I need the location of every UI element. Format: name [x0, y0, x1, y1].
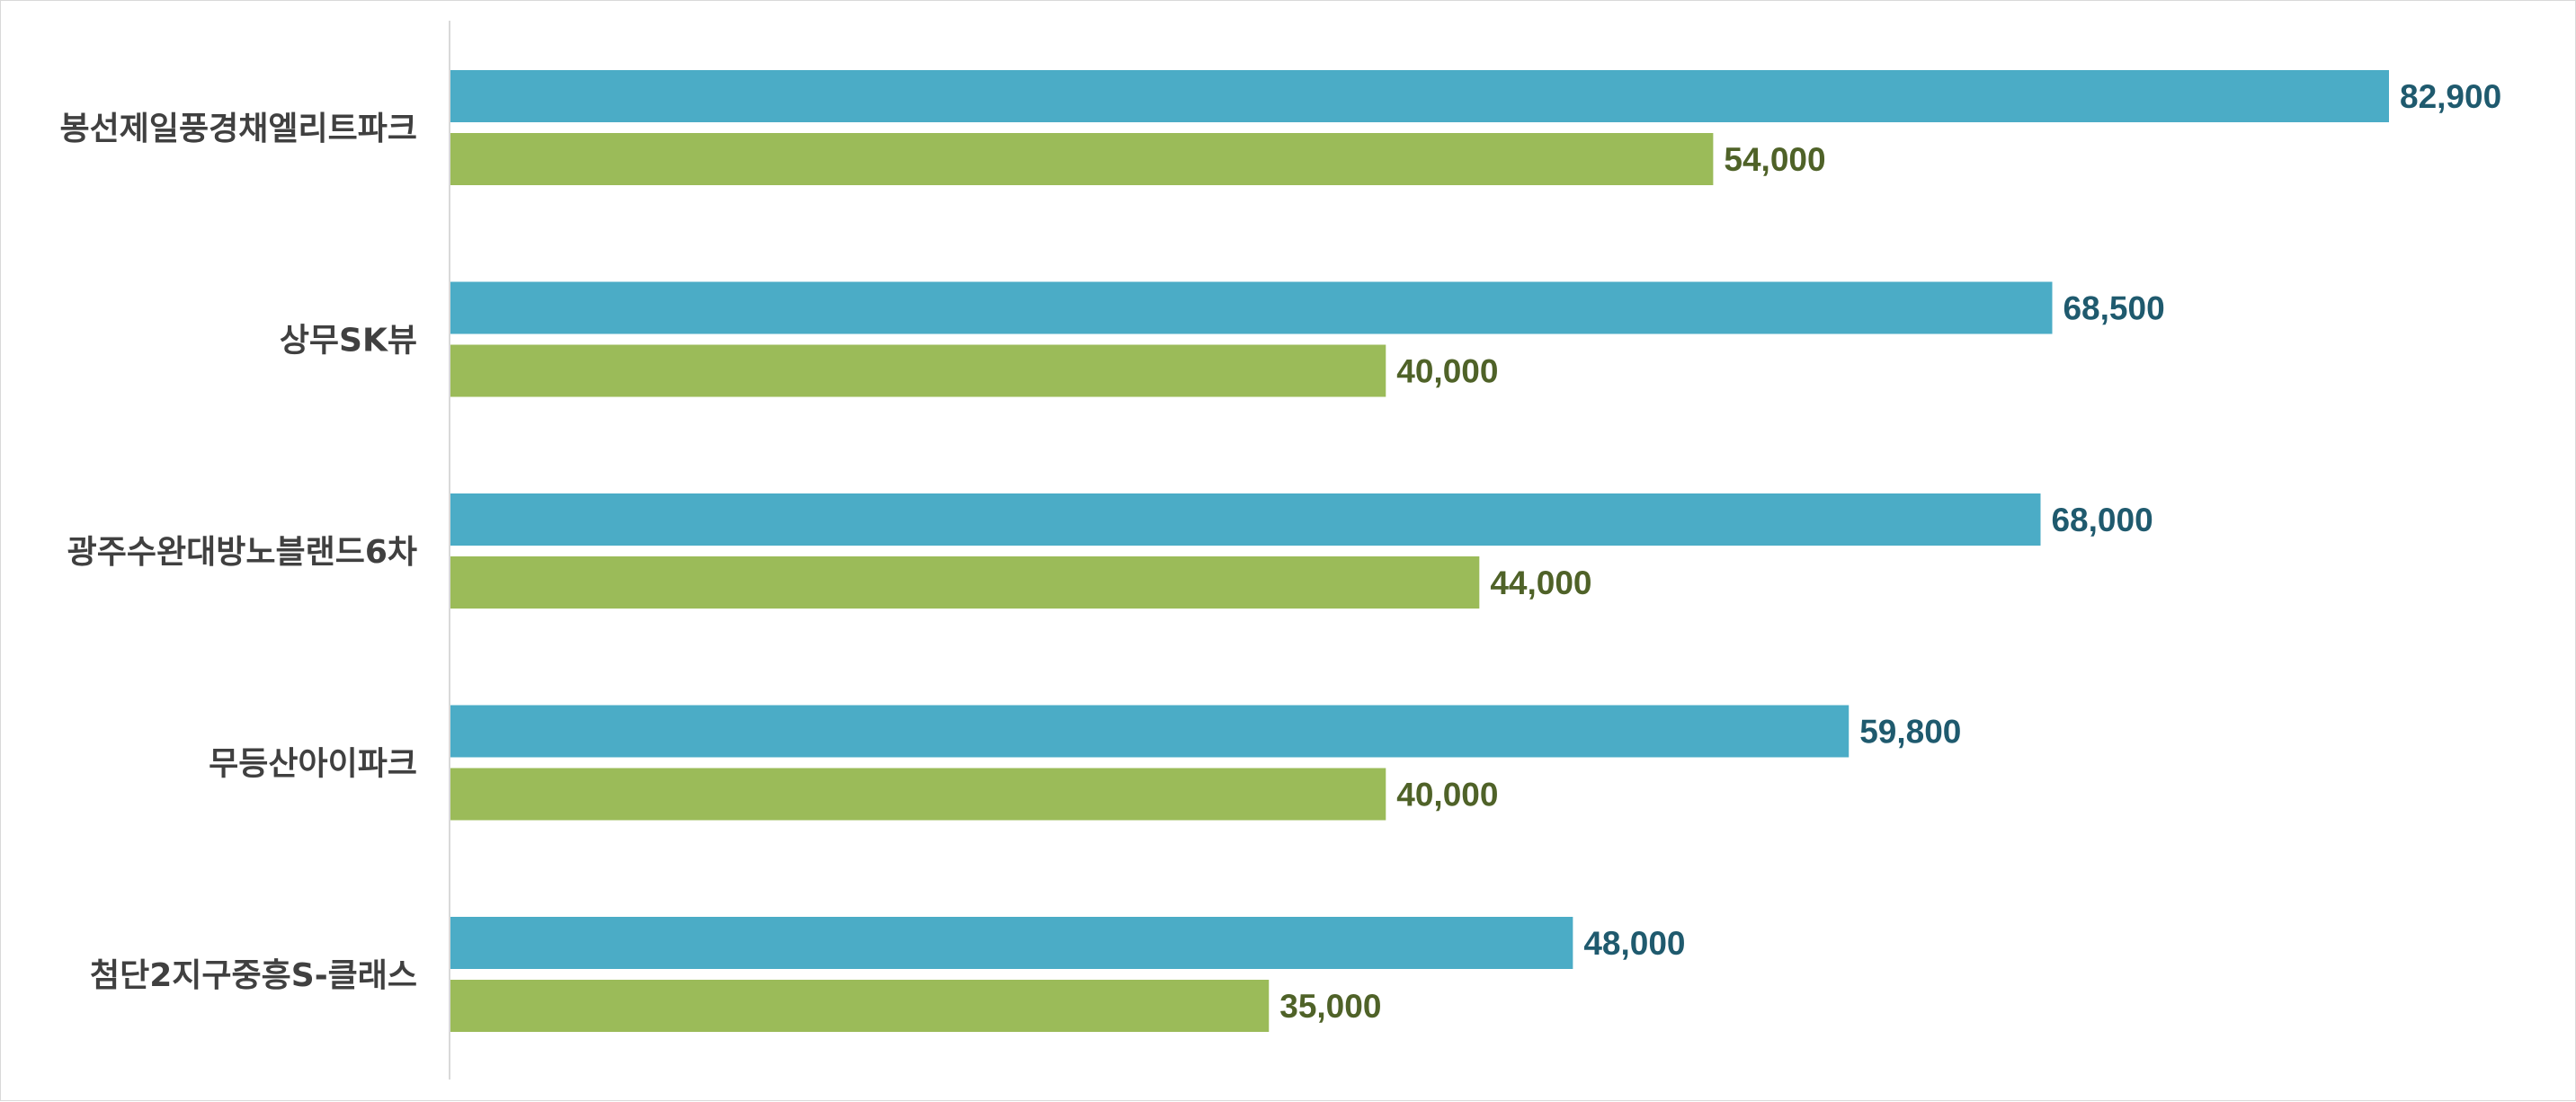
category-label: 상무SK뷰 [280, 323, 417, 360]
data-label: 82,900 [2400, 78, 2501, 115]
bar-series-1 [450, 281, 2053, 334]
bar-series-2 [450, 344, 1386, 397]
bar-series-1 [450, 917, 1573, 969]
data-label: 44,000 [1490, 564, 1591, 601]
bar-series-2 [450, 556, 1480, 609]
data-label: 68,000 [2051, 502, 2153, 538]
bar-series-2 [450, 768, 1386, 821]
bar-series-1 [450, 70, 2389, 122]
data-label: 59,800 [1859, 714, 1961, 751]
data-label: 40,000 [1396, 777, 1498, 813]
data-label: 48,000 [1583, 925, 1685, 962]
bar-series-2 [450, 980, 1270, 1032]
data-label: 35,000 [1279, 988, 1381, 1025]
bar-series-1 [450, 705, 1850, 758]
category-label: 광주수완대방노블랜드6차 [67, 534, 417, 571]
bar-series-1 [450, 493, 2041, 546]
data-label: 68,500 [2063, 290, 2164, 327]
category-label: 봉선제일풍경채엘리트파크 [60, 111, 417, 147]
bar-series-2 [450, 133, 1714, 185]
category-label: 첨단2지구중흥S-클래스 [90, 957, 417, 994]
data-label: 40,000 [1396, 353, 1498, 390]
category-label: 무등산아이파크 [209, 746, 417, 783]
data-label: 54,000 [1724, 141, 1825, 178]
